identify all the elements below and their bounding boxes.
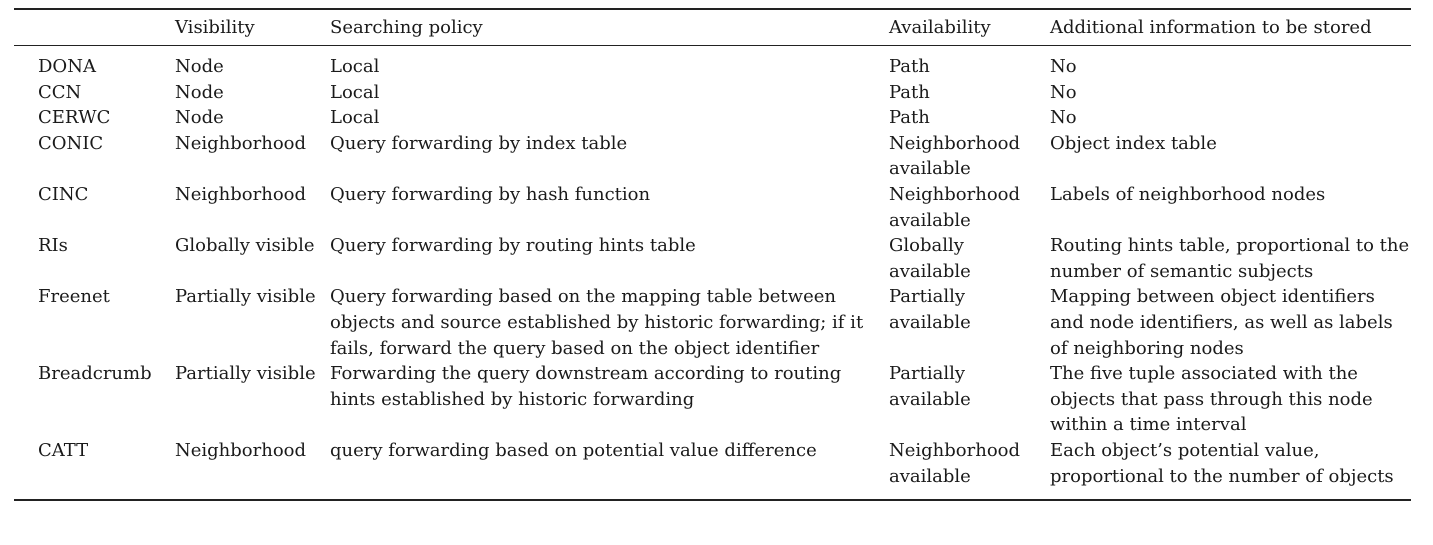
- table-body: DONA Node Local Path No CCN Node Local P…: [14, 46, 1411, 501]
- cell-availability: Partially available: [889, 286, 971, 333]
- cell-additional-info: No: [1050, 81, 1077, 103]
- header-visibility: Visibility: [175, 17, 255, 38]
- table-row: CERWC Node Local Path No: [14, 105, 1411, 131]
- header-scheme: [14, 9, 175, 46]
- cell-availability: Neighborhood available: [889, 183, 1021, 231]
- cell-scheme: Freenet: [38, 286, 110, 308]
- cell-searching-policy: query forwarding based on potential valu…: [330, 439, 817, 461]
- cell-availability: Path: [889, 56, 930, 77]
- cell-availability: Path: [889, 81, 930, 103]
- table-row: DONA Node Local Path No: [14, 46, 1411, 80]
- cell-scheme: RIs: [38, 235, 68, 257]
- cell-scheme: CCN: [38, 81, 82, 103]
- cell-additional-info: No: [1050, 56, 1077, 77]
- comparison-table-container: Visibility Searching policy Availability…: [14, 8, 1411, 501]
- cell-additional-info: Each object’s potential value, proportio…: [1050, 439, 1394, 487]
- cell-visibility: Globally visible: [175, 235, 315, 257]
- table-row: Breadcrumb Partially visible Forwarding …: [14, 361, 1411, 438]
- cell-visibility: Neighborhood: [175, 132, 307, 154]
- cell-availability: Path: [889, 107, 930, 129]
- cell-availability: Globally available: [889, 235, 971, 282]
- table-row: CCN Node Local Path No: [14, 80, 1411, 106]
- cell-searching-policy: Query forwarding by index table: [330, 132, 628, 154]
- cell-visibility: Neighborhood: [175, 183, 307, 205]
- cell-searching-policy: Local: [330, 107, 380, 129]
- cell-visibility: Node: [175, 107, 224, 129]
- header-additional-info: Additional information to be stored: [1050, 17, 1372, 38]
- cell-additional-info: No: [1050, 107, 1077, 129]
- cell-scheme: CERWC: [38, 107, 111, 129]
- table-row: CINC Neighborhood Query forwarding by ha…: [14, 182, 1411, 233]
- table-row: RIs Globally visible Query forwarding by…: [14, 233, 1411, 284]
- cell-availability: Neighborhood available: [889, 132, 1021, 180]
- cell-availability: Partially available: [889, 363, 971, 410]
- cell-visibility: Node: [175, 56, 224, 77]
- cell-visibility: Partially visible: [175, 286, 316, 308]
- comparison-table: Visibility Searching policy Availability…: [14, 8, 1411, 501]
- cell-searching-policy: Local: [330, 81, 380, 103]
- cell-scheme: CINC: [38, 183, 89, 205]
- cell-visibility: Partially visible: [175, 363, 316, 385]
- cell-searching-policy: Forwarding the query downstream accordin…: [330, 363, 842, 410]
- cell-additional-info: The five tuple associated with the objec…: [1050, 363, 1373, 436]
- table-header: Visibility Searching policy Availability…: [14, 9, 1411, 46]
- cell-visibility: Node: [175, 81, 224, 103]
- cell-additional-info: Object index table: [1050, 132, 1217, 154]
- cell-additional-info: Mapping between object identifiers and n…: [1050, 286, 1393, 359]
- cell-scheme: DONA: [38, 56, 96, 77]
- cell-additional-info: Labels of neighborhood nodes: [1050, 183, 1326, 205]
- cell-availability: Neighborhood available: [889, 439, 1021, 487]
- cell-searching-policy: Query forwarding by routing hints table: [330, 235, 696, 257]
- cell-scheme: CONIC: [38, 132, 104, 154]
- cell-scheme: CATT: [38, 439, 89, 461]
- cell-visibility: Neighborhood: [175, 439, 307, 461]
- header-searching-policy: Searching policy: [330, 17, 483, 38]
- cell-scheme: Breadcrumb: [38, 363, 152, 385]
- cell-searching-policy: Query forwarding by hash function: [330, 183, 651, 205]
- cell-searching-policy: Local: [330, 56, 380, 77]
- table-row: Freenet Partially visible Query forwardi…: [14, 284, 1411, 361]
- table-row: CONIC Neighborhood Query forwarding by i…: [14, 131, 1411, 182]
- header-row: Visibility Searching policy Availability…: [14, 9, 1411, 46]
- cell-additional-info: Routing hints table, proportional to the…: [1050, 235, 1410, 282]
- table-row: CATT Neighborhood query forwarding based…: [14, 438, 1411, 501]
- cell-searching-policy: Query forwarding based on the mapping ta…: [330, 286, 864, 359]
- header-availability: Availability: [889, 17, 991, 38]
